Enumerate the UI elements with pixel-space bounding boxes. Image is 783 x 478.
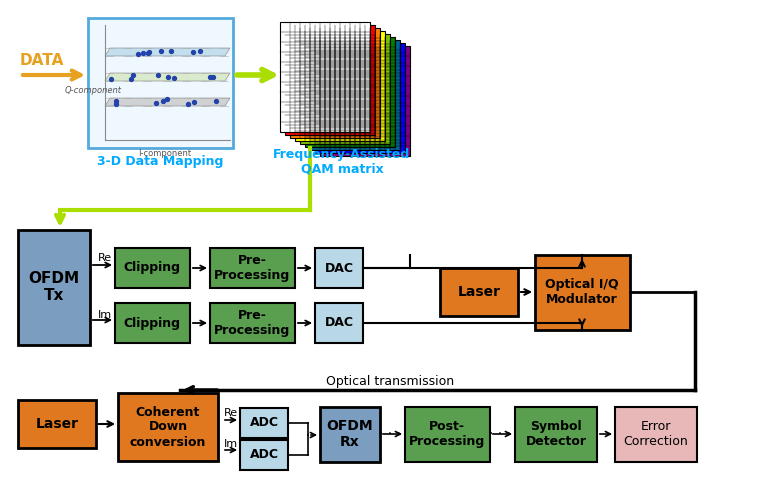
Text: Im: Im	[98, 310, 112, 320]
Text: DAC: DAC	[324, 316, 353, 329]
Text: Symbol
Detector: Symbol Detector	[525, 420, 586, 448]
Bar	[405, 407, 490, 462]
Text: OFDM
Tx: OFDM Tx	[28, 271, 80, 303]
Text: Optical transmission: Optical transmission	[326, 376, 454, 389]
Bar	[440, 268, 518, 316]
Bar	[115, 248, 190, 288]
Bar	[18, 230, 90, 345]
Text: Im: Im	[224, 439, 238, 449]
Text: I-component: I-component	[139, 149, 192, 157]
Point	[110, 97, 123, 104]
Text: Laser: Laser	[457, 285, 500, 299]
Point	[206, 73, 218, 81]
Polygon shape	[105, 73, 230, 81]
Text: Clipping: Clipping	[124, 316, 181, 329]
Polygon shape	[105, 98, 230, 106]
Point	[127, 71, 139, 79]
Bar	[118, 393, 218, 461]
Text: Pre-
Processing: Pre- Processing	[214, 309, 290, 337]
Point	[182, 100, 194, 108]
Bar	[320, 407, 380, 462]
Bar	[295, 31, 385, 141]
Point	[187, 98, 200, 106]
Text: Re: Re	[98, 253, 112, 263]
Text: OFDM
Rx: OFDM Rx	[327, 419, 373, 449]
Bar	[315, 43, 405, 153]
Text: Error
Correction: Error Correction	[623, 420, 688, 448]
Point	[186, 48, 199, 55]
Bar	[88, 18, 233, 148]
Bar	[320, 46, 410, 156]
Text: Laser: Laser	[35, 417, 78, 431]
Bar	[210, 248, 295, 288]
Bar	[240, 440, 288, 470]
Point	[125, 76, 138, 83]
Point	[194, 47, 207, 55]
Bar	[305, 37, 395, 147]
Bar	[290, 28, 380, 138]
Bar	[315, 248, 363, 288]
Text: Post-
Processing: Post- Processing	[409, 420, 485, 448]
Point	[161, 96, 174, 103]
Bar	[115, 303, 190, 343]
Bar	[210, 303, 295, 343]
Point	[142, 49, 154, 57]
Bar	[18, 400, 96, 448]
Bar	[240, 408, 288, 438]
Bar	[280, 22, 370, 132]
Point	[164, 48, 177, 55]
Text: Re: Re	[224, 408, 238, 418]
Text: Pre-
Processing: Pre- Processing	[214, 254, 290, 282]
Bar	[615, 407, 697, 462]
Point	[154, 47, 167, 55]
Text: 3-D Data Mapping: 3-D Data Mapping	[97, 155, 223, 169]
Point	[132, 51, 145, 58]
Text: Optical I/Q
Modulator: Optical I/Q Modulator	[545, 278, 619, 306]
Point	[204, 73, 217, 81]
Bar	[285, 25, 375, 135]
Point	[110, 101, 122, 109]
Point	[136, 50, 149, 57]
Point	[157, 97, 169, 105]
Text: ADC: ADC	[250, 448, 279, 461]
Text: DATA: DATA	[20, 53, 64, 67]
Bar	[535, 255, 630, 330]
Point	[162, 73, 175, 81]
Bar	[300, 34, 390, 144]
Point	[151, 71, 164, 78]
Point	[143, 48, 155, 55]
Point	[209, 98, 222, 105]
Point	[150, 99, 163, 107]
Text: · · ·: · · ·	[489, 427, 511, 441]
Point	[168, 74, 180, 82]
Text: DAC: DAC	[324, 261, 353, 274]
Text: Coherent
Down
conversion: Coherent Down conversion	[130, 405, 206, 448]
Bar	[315, 303, 363, 343]
Point	[104, 75, 117, 82]
Polygon shape	[105, 48, 230, 56]
Bar	[310, 40, 400, 150]
Text: Q-component: Q-component	[64, 86, 121, 95]
Bar	[515, 407, 597, 462]
Text: Frequency-Assisted
QAM matrix: Frequency-Assisted QAM matrix	[273, 148, 410, 176]
Text: Clipping: Clipping	[124, 261, 181, 274]
Text: · · ·: · · ·	[379, 427, 401, 441]
Text: ADC: ADC	[250, 416, 279, 430]
